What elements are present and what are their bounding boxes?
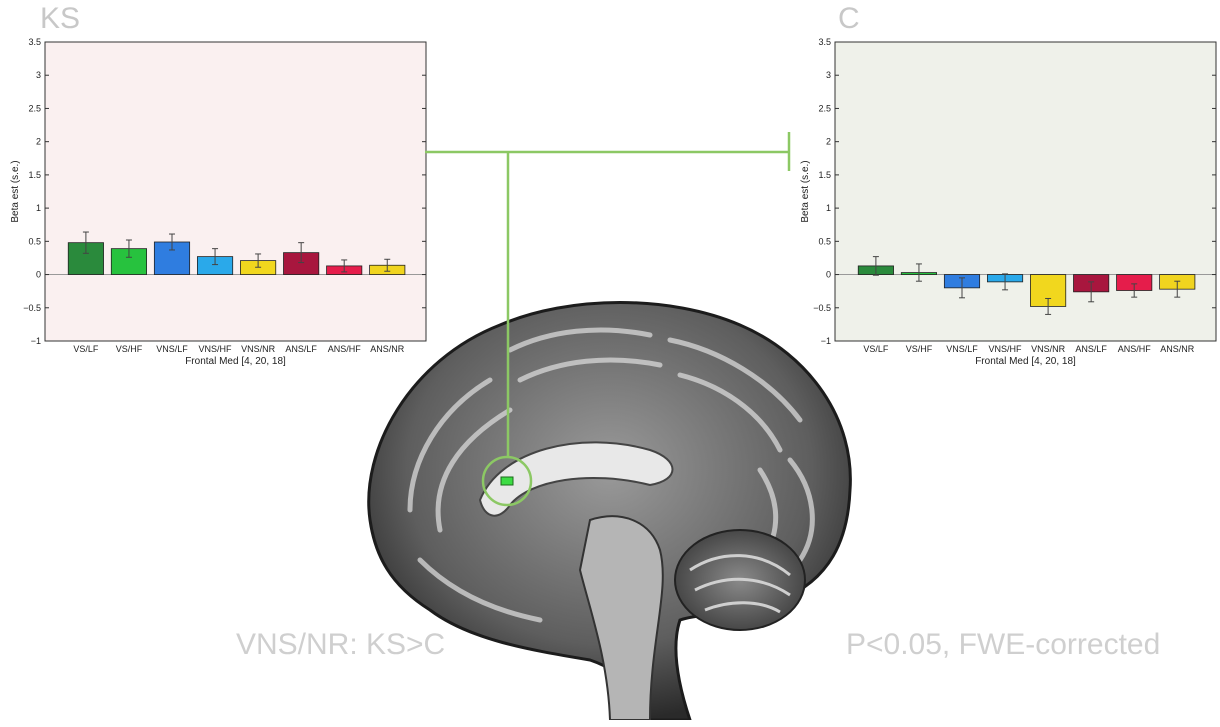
roi-highlight (481, 455, 533, 507)
y-tick-label: 3.5 (28, 37, 41, 47)
y-tick-label: 2 (826, 137, 831, 147)
y-tick-label: 3 (826, 70, 831, 80)
caption-threshold: P<0.05, FWE-corrected (846, 628, 1161, 661)
x-tick-label: VNS/LF (156, 344, 188, 354)
y-tick-label: 3 (36, 70, 41, 80)
x-tick-label: ANS/LF (1075, 344, 1107, 354)
y-tick-label: 2.5 (818, 103, 831, 113)
cerebellum (674, 529, 806, 631)
plot-area (834, 41, 1217, 342)
x-tick-label: VNS/LF (946, 344, 978, 354)
y-tick-label: 1.5 (28, 170, 41, 180)
x-tick-label: VNS/NR (1031, 344, 1066, 354)
y-tick-label: −1 (821, 336, 831, 346)
x-tick-label: VNS/HF (199, 344, 233, 354)
gyri-pattern (407, 327, 815, 623)
x-tick-label: VS/HF (116, 344, 143, 354)
x-tick-label: ANS/NR (1160, 344, 1195, 354)
x-tick-label: ANS/HF (1118, 344, 1152, 354)
x-axis-label: Frontal Med [4, 20, 18] (185, 356, 286, 367)
y-tick-label: 1 (36, 203, 41, 213)
y-tick-label: 0.5 (28, 236, 41, 246)
x-tick-label: ANS/LF (285, 344, 317, 354)
brain-sagittal-image (367, 301, 852, 720)
y-tick-label: 3.5 (818, 37, 831, 47)
y-tick-label: −0.5 (23, 303, 41, 313)
y-tick-label: 2.5 (28, 103, 41, 113)
panel-title-ks: KS (40, 2, 81, 35)
x-tick-label: VNS/NR (241, 344, 276, 354)
y-tick-label: 2 (36, 137, 41, 147)
x-tick-label: ANS/NR (370, 344, 405, 354)
bar-chart-c: −1 −0.5 0 0.5 1 1.5 2 2.5 3 3.5 VS/LF VS/HF VNS/LF VN… (800, 37, 1217, 367)
plot-area (44, 41, 427, 342)
y-tick-label: 0.5 (818, 236, 831, 246)
y-tick-label: 0 (826, 270, 831, 280)
y-tick-label: 1 (826, 203, 831, 213)
y-tick-label: −0.5 (813, 303, 831, 313)
x-tick-label: VS/HF (906, 344, 933, 354)
x-tick-label: ANS/HF (328, 344, 362, 354)
panel-title-c: C (838, 2, 860, 35)
x-tick-label: VNS/HF (989, 344, 1023, 354)
bar-chart-ks: −1 −0.5 0 0.5 1 1.5 2 2.5 3 3.5 VS/LF VS/HF VNS/LF VN… (10, 37, 427, 367)
x-tick-label: VS/LF (73, 344, 99, 354)
y-tick-label: −1 (31, 336, 41, 346)
x-tick-label: VS/LF (863, 344, 889, 354)
y-tick-label: 0 (36, 270, 41, 280)
y-tick-label: 1.5 (818, 170, 831, 180)
y-axis-label: Beta est (s.e.) (800, 160, 811, 222)
y-axis-label: Beta est (s.e.) (10, 160, 21, 222)
brainstem (578, 515, 664, 720)
caption-contrast: VNS/NR: KS>C (236, 628, 446, 661)
x-axis-label: Frontal Med [4, 20, 18] (975, 356, 1076, 367)
